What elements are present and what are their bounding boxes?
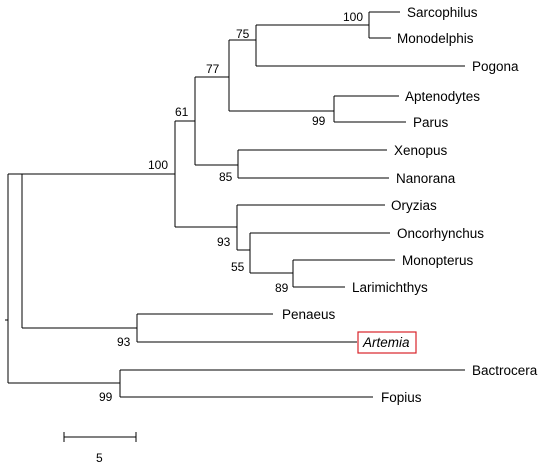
leaf-label-monopterus: Monopterus	[402, 253, 474, 268]
leaf-label-monodelphis: Monodelphis	[397, 31, 474, 46]
support-bactrocera-fopius: 99	[99, 390, 113, 404]
leaf-labels: Sarcophilus Monodelphis Pogona Aptenodyt…	[282, 5, 538, 405]
leaf-label-oncorhynchus: Oncorhynchus	[397, 226, 484, 241]
support-mammals-pogona: 75	[236, 27, 250, 41]
leaf-label-xenopus: Xenopus	[394, 143, 448, 158]
support-tetrapods: 61	[175, 105, 189, 119]
leaf-label-aptenodytes: Aptenodytes	[405, 89, 480, 104]
support-vertebrates: 100	[148, 158, 168, 172]
support-fish: 93	[217, 235, 231, 249]
leaf-label-penaeus: Penaeus	[282, 307, 336, 322]
support-oncorhynchus-group: 55	[231, 260, 245, 274]
support-amniotes: 77	[206, 62, 220, 76]
support-sarcophilus-monodelphis: 100	[343, 10, 363, 24]
leaf-label-oryzias: Oryzias	[391, 198, 437, 213]
scale-bar: 5	[63, 432, 137, 465]
support-xenopus-nanorana: 85	[219, 170, 233, 184]
support-monopterus-larimichthys: 89	[275, 281, 289, 295]
leaf-label-larimichthys: Larimichthys	[352, 280, 428, 295]
leaf-label-bactrocera: Bactrocera	[472, 363, 538, 378]
tree-branches	[5, 11, 465, 398]
leaf-label-pogona: Pogona	[472, 59, 519, 74]
leaf-label-nanorana: Nanorana	[396, 171, 456, 186]
leaf-label-parus: Parus	[413, 115, 449, 130]
leaf-label-sarcophilus: Sarcophilus	[407, 5, 478, 20]
artemia-highlight-box	[357, 331, 417, 354]
bootstrap-support-values: 100 75 77 99 61 85 100 93 55 89 93 99	[99, 10, 363, 404]
leaf-label-fopius: Fopius	[381, 390, 422, 405]
scale-bar-label: 5	[96, 451, 103, 465]
support-aptenodytes-parus: 99	[312, 114, 326, 128]
leaf-label-artemia: Artemia	[362, 335, 410, 350]
support-penaeus-artemia: 93	[117, 335, 131, 349]
